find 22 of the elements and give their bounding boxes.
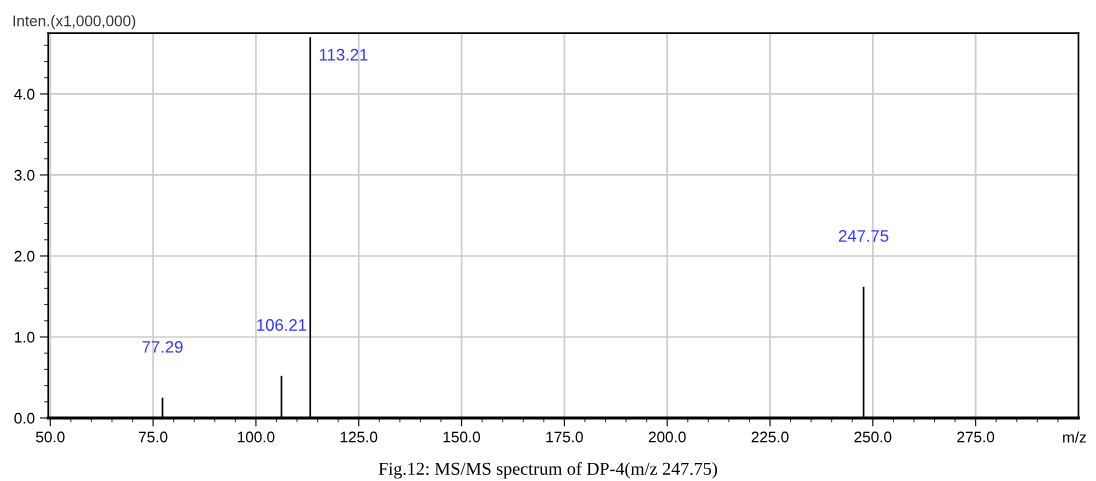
x-tick-label: 125.0	[340, 431, 378, 443]
x-tick-label: 275.0	[957, 431, 995, 443]
y-axis-title: Inten.(x1,000,000)	[13, 15, 136, 30]
y-tick-label: 3.0	[14, 169, 35, 181]
x-tick-label: 150.0	[443, 431, 481, 443]
x-tick-label: 50.0	[36, 431, 65, 443]
annotation: 77.29	[142, 340, 183, 353]
caption: Fig.12: MS/MS spectrum of DP-4(m/z 247.75)	[378, 461, 717, 479]
y-tick-label: 0.0	[14, 412, 35, 424]
x-tick-label: 100.0	[237, 431, 275, 443]
x-axis-title: m/z	[1063, 431, 1086, 443]
x-tick-label: 75.0	[139, 431, 168, 443]
annotation: 106.21	[257, 319, 307, 331]
x-tick-label: 175.0	[546, 431, 583, 443]
x-tick-label: 250.0	[854, 431, 892, 443]
annotation: 247.75	[838, 229, 889, 242]
annotation: 113.21	[319, 48, 368, 61]
y-tick-label: 1.0	[14, 331, 35, 343]
y-tick-label: 2.0	[14, 250, 35, 262]
x-tick-label: 200.0	[648, 431, 686, 443]
x-tick-label: 225.0	[751, 431, 789, 443]
y-tick-label: 4.0	[14, 88, 35, 100]
